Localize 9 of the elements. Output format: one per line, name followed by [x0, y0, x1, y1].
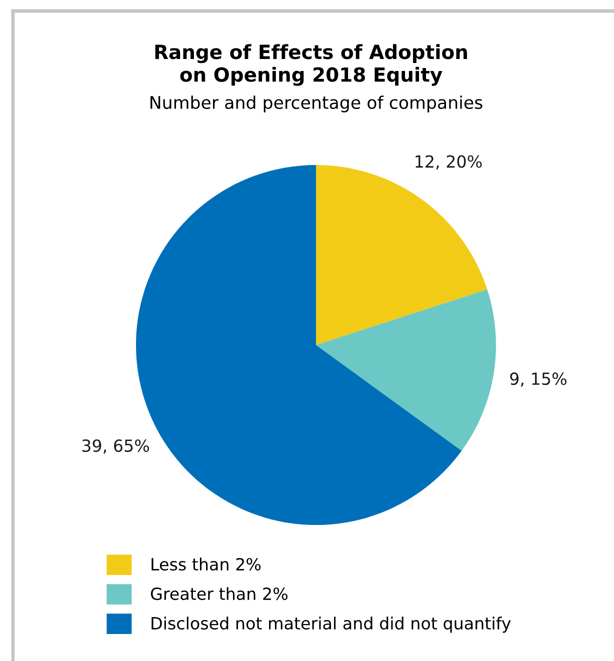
chart-subtitle: Number and percentage of companies: [150, 96, 482, 112]
legend-label: Greater than 2%: [150, 587, 288, 600]
legend-label: Disclosed not material and did not quantify: [152, 616, 511, 633]
chart-title: Range of Effects of Adoption on Opening 2018 Equity: [155, 44, 467, 86]
pie-slice: [316, 289, 496, 451]
data-label: 9, 15%: [510, 372, 566, 387]
legend-label: Less than 2%: [152, 558, 261, 571]
data-label: 12, 20%: [416, 155, 482, 170]
data-label: 39, 65%: [82, 439, 150, 454]
